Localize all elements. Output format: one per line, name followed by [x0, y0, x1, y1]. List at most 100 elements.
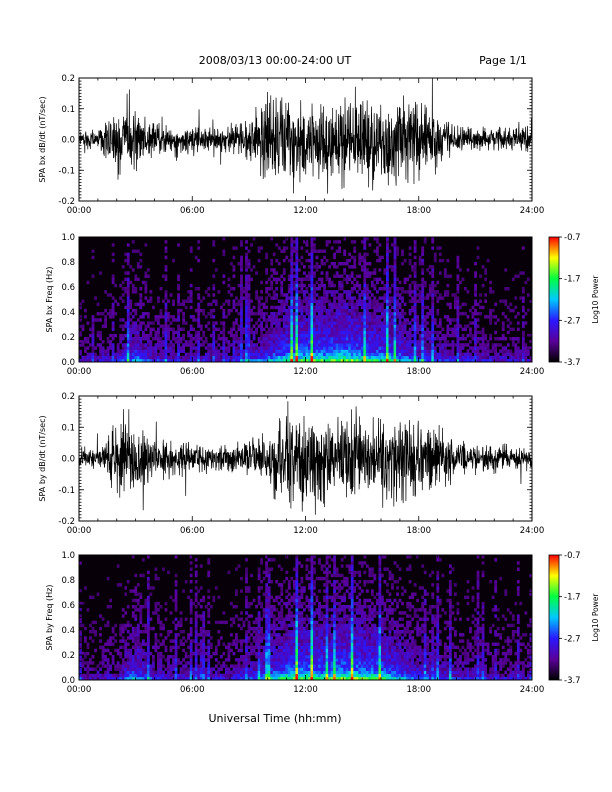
spectrogram-cell — [272, 333, 276, 338]
spectrogram-cell — [257, 296, 261, 300]
spectrogram-cell — [381, 280, 384, 285]
spectrogram-cell — [91, 620, 95, 625]
spectrogram-cell — [393, 290, 397, 294]
spectrogram-cell — [345, 277, 349, 282]
spectrogram-cell — [245, 639, 248, 643]
spectrogram-cell — [302, 296, 306, 300]
spectrogram-cell — [91, 333, 95, 338]
spectrogram-cell — [320, 324, 324, 328]
spectrogram-cell — [358, 312, 362, 316]
spectrogram-cell — [240, 296, 243, 300]
spectrogram-cell — [292, 318, 296, 322]
spectrogram-cell — [86, 321, 90, 325]
spectrogram-cell — [343, 305, 347, 310]
spectrogram-cell — [136, 639, 140, 643]
spectrogram-cell — [489, 358, 493, 363]
spectrogram-cell — [386, 352, 389, 357]
spectrogram-cell — [86, 355, 90, 360]
spectrogram-cell — [375, 258, 379, 263]
spectrogram-cell — [383, 340, 387, 344]
spectrogram-cell — [245, 340, 248, 344]
spectrogram-cell — [333, 305, 336, 310]
spectrogram-cell — [177, 352, 180, 357]
spectrogram-cell — [302, 265, 306, 269]
spectrogram-cell — [315, 324, 319, 328]
spectrogram-cell — [189, 352, 193, 357]
spectrogram-cell — [421, 287, 425, 291]
spectrogram-cell — [86, 337, 90, 341]
spectrogram-cell — [310, 265, 314, 269]
spectrogram-cell — [167, 346, 170, 350]
spectrogram-cell — [272, 639, 276, 643]
spectrogram-cell — [209, 605, 213, 609]
spectrogram-cell — [245, 337, 248, 341]
spectrogram-cell — [461, 352, 465, 357]
spectrogram-cell — [343, 277, 347, 282]
spectrogram-cell — [222, 346, 226, 350]
spectrogram-cell — [247, 658, 251, 662]
spectrogram-cell — [245, 661, 248, 665]
spectrogram-cell — [526, 293, 530, 297]
spectrogram-cell — [431, 305, 435, 310]
spectrogram-cell — [235, 636, 238, 640]
spectrogram-cell — [101, 349, 105, 353]
spectrogram-cell — [438, 296, 442, 300]
spectrogram-cell — [277, 327, 281, 332]
spectrogram-cell — [338, 246, 342, 250]
spectrogram-cell — [119, 626, 123, 631]
spectrogram-cell — [350, 346, 354, 350]
spectrogram-cell — [222, 661, 226, 665]
spectrogram-cell — [280, 358, 284, 363]
spectrogram-cell — [431, 240, 435, 244]
spectrogram-cell — [320, 315, 324, 319]
spectrogram-cell — [413, 287, 417, 291]
spectrogram-cell — [313, 271, 316, 275]
spectrogram-cell — [428, 349, 432, 353]
spectrogram-cell — [499, 349, 503, 353]
spectrogram-cell — [247, 262, 251, 266]
spectrogram-cell — [214, 670, 218, 675]
spectrogram-cell — [421, 321, 425, 325]
spectrogram-cell — [343, 318, 347, 322]
spectrogram-cell — [79, 349, 82, 353]
spectrogram-cell — [474, 283, 477, 288]
spectrogram-cell — [146, 651, 150, 656]
spectrogram-cell — [230, 601, 233, 606]
spectrogram-cell — [84, 636, 87, 640]
spectrogram-cell — [275, 312, 279, 316]
spectrogram-cell — [164, 658, 168, 662]
spectrogram-cell — [262, 570, 266, 575]
spectrogram-cell — [426, 305, 430, 310]
spectrogram-cell — [423, 355, 427, 360]
spectrogram-cell — [466, 355, 470, 360]
spectrogram-cell — [340, 352, 344, 357]
spectrogram-cell — [224, 355, 228, 360]
spectrogram-cell — [267, 315, 271, 319]
spectrogram-cell — [240, 293, 243, 297]
spectrogram-cell — [506, 287, 510, 291]
spectrogram-cell — [131, 639, 135, 643]
spectrogram-cell — [235, 337, 238, 341]
spectrogram-cell — [325, 312, 329, 316]
spectrogram-cell — [365, 324, 369, 328]
spectrogram-cell — [197, 308, 201, 313]
spectrogram-cell — [157, 667, 160, 671]
spectrogram-cell — [287, 305, 291, 310]
spectrogram-cell — [164, 355, 168, 360]
spectrogram-cell — [131, 321, 135, 325]
spectrogram-cell — [398, 302, 402, 307]
spectrogram-cell — [136, 642, 140, 646]
spectrogram-cell — [388, 296, 392, 300]
spectrogram-cell — [333, 340, 336, 344]
spectrogram-cell — [242, 352, 246, 357]
spectrogram-cell — [302, 318, 306, 322]
spectrogram-cell — [386, 321, 389, 325]
x-tick-label: 24:00 — [520, 206, 545, 216]
spectrogram-cell — [245, 305, 248, 310]
spectrogram-cell — [267, 636, 271, 640]
spectrogram-cell — [124, 324, 128, 328]
spectrogram-cell — [370, 333, 374, 338]
spectrogram-cell — [267, 595, 271, 600]
spectrogram-cell — [194, 636, 198, 640]
spectrogram-cell — [131, 626, 135, 631]
